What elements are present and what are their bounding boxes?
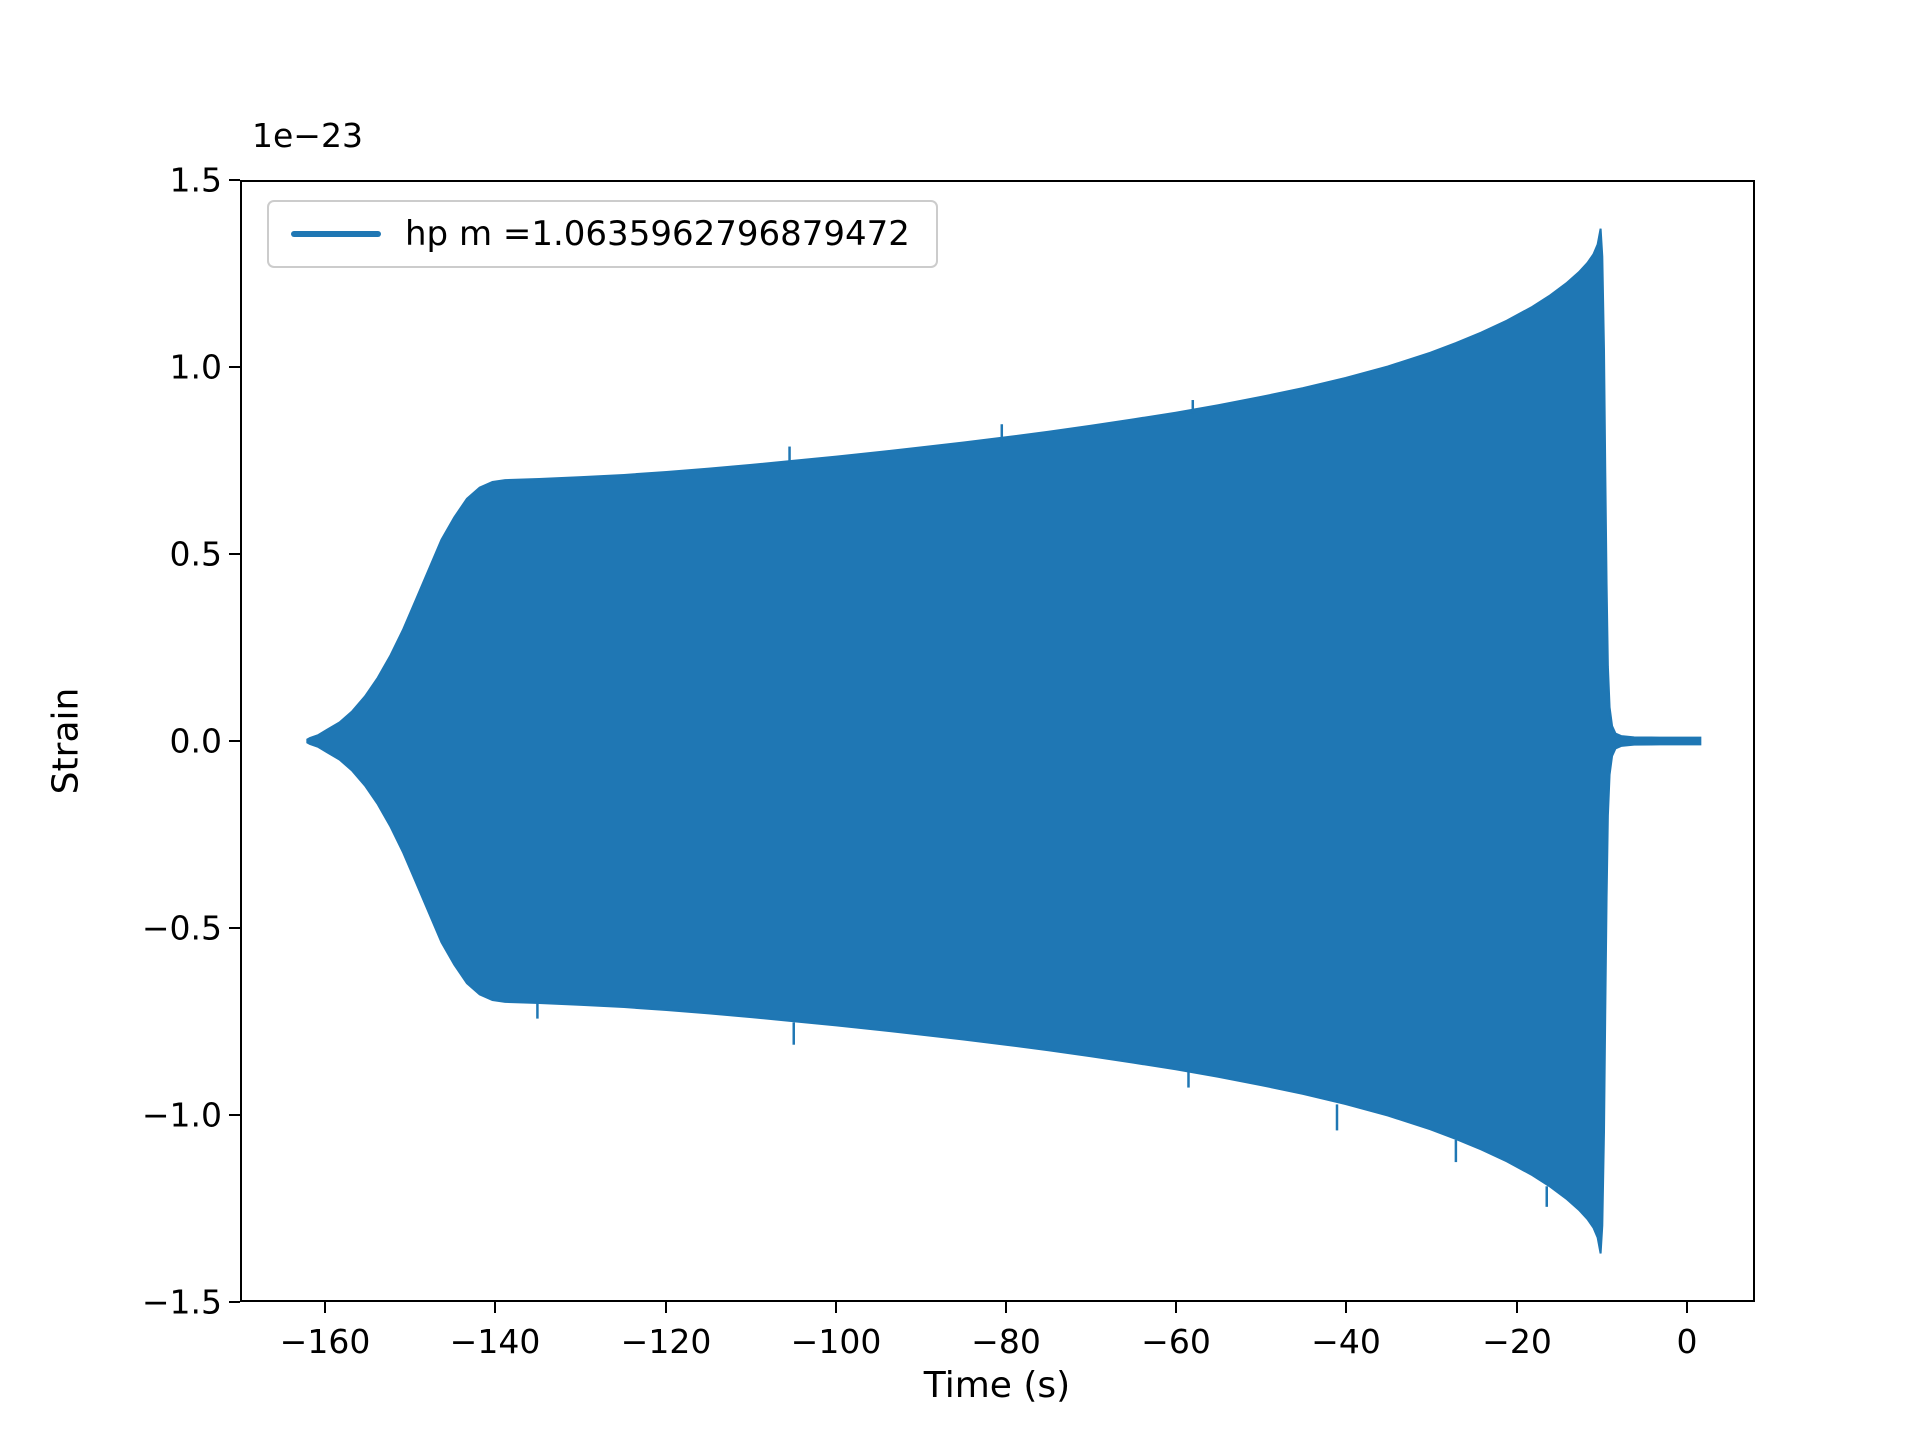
x-tick-mark: [1686, 1302, 1688, 1313]
y-tick-mark: [229, 927, 240, 929]
strain-waveform: [306, 228, 1702, 1254]
legend-label: hp m =1.0635962796879472: [405, 214, 910, 254]
x-tick-label: −60: [1141, 1322, 1211, 1361]
x-tick-label: −40: [1311, 1322, 1381, 1361]
x-tick-label: −80: [971, 1322, 1041, 1361]
y-axis-offset-text: 1e−23: [252, 116, 363, 155]
y-tick-label: 0.0: [169, 721, 222, 761]
y-tick-label: −1.5: [141, 1282, 222, 1322]
y-tick-mark: [229, 366, 240, 368]
y-tick-label: −0.5: [141, 908, 222, 948]
y-tick-label: 1.5: [169, 160, 222, 200]
x-tick-mark: [665, 1302, 667, 1313]
x-axis-label: Time (s): [923, 1365, 1071, 1406]
x-tick-label: −160: [279, 1322, 371, 1361]
x-tick-mark: [1516, 1302, 1518, 1313]
waveform-envelope: [306, 228, 1702, 1254]
legend: hp m =1.0635962796879472: [267, 200, 938, 268]
y-tick-mark: [229, 740, 240, 742]
x-tick-label: −20: [1482, 1322, 1552, 1361]
y-tick-mark: [229, 179, 240, 181]
y-tick-mark: [229, 553, 240, 555]
x-tick-mark: [1175, 1302, 1177, 1313]
x-tick-mark: [835, 1302, 837, 1313]
y-tick-mark: [229, 1114, 240, 1116]
x-tick-label: −120: [620, 1322, 712, 1361]
x-tick-mark: [324, 1302, 326, 1313]
x-tick-mark: [1345, 1302, 1347, 1313]
x-tick-mark: [1005, 1302, 1007, 1313]
x-tick-mark: [494, 1302, 496, 1313]
x-tick-label: 0: [1676, 1322, 1698, 1361]
plot-area: hp m =1.0635962796879472: [240, 180, 1755, 1302]
x-tick-label: −140: [449, 1322, 541, 1361]
y-tick-label: 0.5: [169, 534, 222, 574]
y-tick-label: 1.0: [169, 347, 222, 387]
y-tick-mark: [229, 1301, 240, 1303]
y-tick-label: −1.0: [141, 1095, 222, 1135]
legend-line-sample: [291, 231, 381, 237]
x-tick-label: −100: [790, 1322, 882, 1361]
